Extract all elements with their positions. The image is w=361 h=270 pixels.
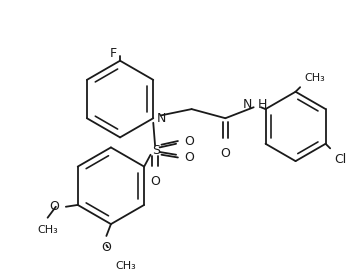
Text: CH₃: CH₃ (116, 261, 136, 270)
Text: N: N (243, 98, 252, 111)
Text: O: O (150, 175, 160, 188)
Text: S: S (152, 144, 160, 157)
Text: CH₃: CH₃ (37, 225, 58, 235)
Text: O: O (184, 134, 194, 147)
Text: Cl: Cl (335, 153, 347, 166)
Text: O: O (101, 241, 111, 254)
Text: O: O (49, 200, 60, 213)
Text: O: O (184, 151, 194, 164)
Text: N: N (157, 112, 166, 125)
Text: H: H (258, 98, 268, 111)
Text: CH₃: CH₃ (305, 73, 326, 83)
Text: F: F (109, 47, 116, 60)
Text: O: O (221, 147, 230, 160)
